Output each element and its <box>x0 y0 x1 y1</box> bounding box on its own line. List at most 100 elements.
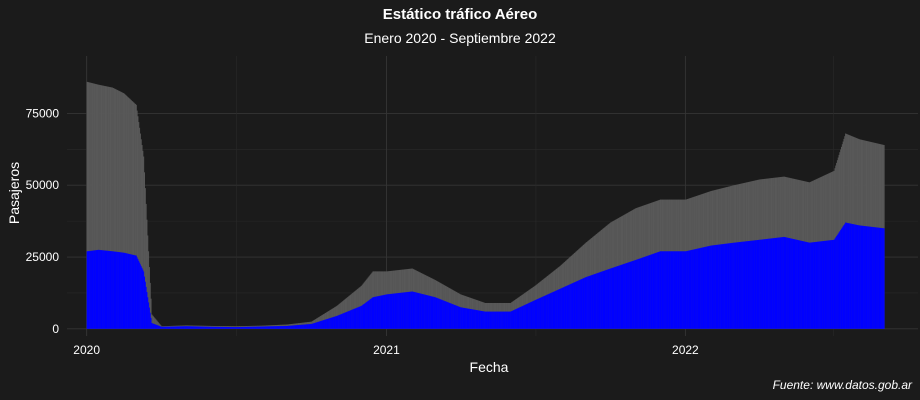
bar <box>452 304 454 329</box>
bar <box>402 292 404 329</box>
bar <box>96 84 98 329</box>
bar <box>435 297 437 329</box>
bar <box>835 237 837 329</box>
bar <box>649 255 651 329</box>
bar <box>413 291 415 329</box>
bar <box>109 251 111 329</box>
bar <box>92 83 94 329</box>
bar <box>456 305 458 329</box>
bar <box>562 287 564 329</box>
bar <box>736 242 738 329</box>
bar <box>143 156 145 329</box>
bar <box>155 324 157 329</box>
bar <box>304 324 306 329</box>
bar <box>883 228 885 329</box>
bar <box>111 251 113 329</box>
bar <box>485 311 487 329</box>
bar <box>629 261 631 329</box>
bar <box>472 309 474 329</box>
bar <box>842 226 844 329</box>
bar <box>589 275 591 329</box>
bar <box>308 324 310 329</box>
bar <box>763 239 765 329</box>
bar <box>184 326 186 329</box>
bar <box>699 248 701 329</box>
bar <box>391 293 393 329</box>
bar <box>183 326 185 329</box>
bar <box>405 292 407 329</box>
bar <box>584 277 586 329</box>
bar <box>697 248 699 329</box>
bar <box>99 85 101 329</box>
bar <box>620 264 622 329</box>
bar <box>803 241 805 329</box>
bar <box>791 238 793 329</box>
bar <box>347 311 349 329</box>
bar <box>863 225 865 329</box>
bar <box>656 252 658 329</box>
bar <box>135 104 137 329</box>
bar <box>827 240 829 329</box>
bar <box>407 291 409 329</box>
bar <box>134 255 136 329</box>
bar <box>793 239 795 329</box>
bar <box>488 311 490 329</box>
bar <box>393 293 395 329</box>
bar <box>469 309 471 329</box>
bar <box>397 293 399 329</box>
bar <box>746 241 748 329</box>
bar <box>141 267 143 329</box>
bar <box>196 326 198 329</box>
bar <box>436 297 438 329</box>
bar <box>220 326 222 329</box>
bar <box>738 242 740 329</box>
bar <box>295 325 297 329</box>
bar <box>300 324 302 329</box>
bar <box>280 326 282 329</box>
bar <box>559 288 561 329</box>
bar <box>515 309 517 329</box>
bar <box>844 223 846 329</box>
bar <box>134 104 136 329</box>
bar <box>764 239 766 329</box>
bar <box>510 311 512 329</box>
bar <box>151 314 153 329</box>
bar <box>795 239 797 329</box>
bar <box>173 326 175 329</box>
bar <box>352 309 354 329</box>
bar <box>791 238 793 329</box>
bar <box>525 304 527 329</box>
bar <box>272 326 274 329</box>
bar <box>850 223 852 329</box>
bar <box>823 240 825 329</box>
bar <box>177 326 179 329</box>
bar <box>467 308 469 329</box>
bar <box>171 326 173 329</box>
bar <box>246 326 248 329</box>
bar <box>106 250 108 329</box>
bar <box>587 276 589 329</box>
bar <box>94 83 96 329</box>
bar <box>847 223 849 329</box>
bar <box>370 298 372 329</box>
bar <box>679 251 681 329</box>
bar <box>741 241 743 329</box>
bar <box>682 251 684 329</box>
bar <box>768 238 770 329</box>
bar <box>760 239 762 329</box>
bar <box>762 239 764 329</box>
bar <box>346 311 348 329</box>
bar <box>139 133 141 329</box>
bar <box>333 316 335 329</box>
bar <box>482 311 484 329</box>
bar <box>447 302 449 329</box>
bar <box>310 324 312 329</box>
bar <box>813 242 815 329</box>
bar <box>781 237 783 329</box>
x-axis-title: Fecha <box>470 359 509 375</box>
bar <box>491 311 493 329</box>
bar <box>646 256 648 329</box>
bar <box>675 251 677 329</box>
bar <box>431 296 433 329</box>
bar <box>160 326 162 329</box>
